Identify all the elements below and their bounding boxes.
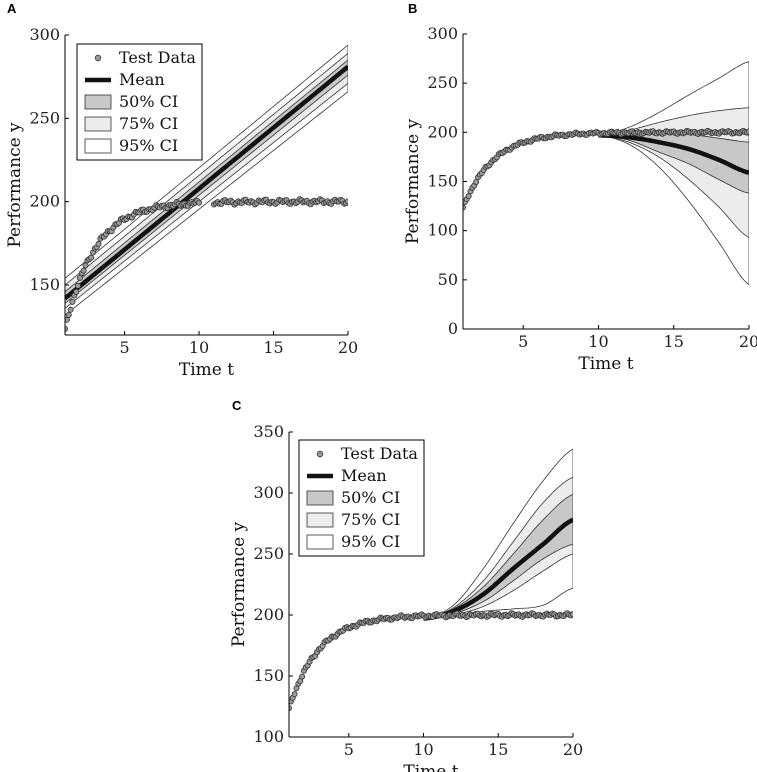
panel-letter: C bbox=[232, 398, 242, 413]
test-data-point bbox=[746, 128, 749, 135]
plot-area bbox=[289, 448, 573, 712]
y-tick-label: 100 bbox=[253, 727, 284, 746]
legend-ci50-swatch bbox=[306, 490, 334, 506]
y-tick-label: 0 bbox=[448, 319, 458, 338]
test-data-point bbox=[196, 199, 203, 206]
test-data-point bbox=[570, 611, 573, 618]
test-data-point bbox=[65, 311, 72, 318]
x-tick-label: 20 bbox=[563, 740, 583, 759]
legend-label: 50% CI bbox=[119, 92, 178, 111]
y-tick-label: 250 bbox=[253, 544, 284, 563]
mean-line bbox=[598, 133, 749, 175]
legend-label: Test Data bbox=[119, 48, 196, 67]
y-axis-label: Performance y bbox=[5, 122, 25, 248]
legend-label: Test Data bbox=[341, 444, 418, 463]
y-tick-label: 350 bbox=[253, 422, 284, 441]
y-tick-label: 150 bbox=[253, 666, 284, 685]
y-axis-label: Performance y bbox=[403, 118, 423, 244]
legend-ci75-swatch bbox=[84, 116, 112, 132]
x-axis-label: Time t bbox=[179, 360, 234, 380]
test-data-point bbox=[463, 204, 466, 211]
legend-label: 50% CI bbox=[341, 488, 400, 507]
legend-ci50-swatch bbox=[84, 94, 112, 110]
plot-area bbox=[463, 61, 749, 286]
test-data-series bbox=[65, 196, 348, 332]
x-tick-label: 5 bbox=[518, 332, 528, 351]
y-tick-label: 300 bbox=[29, 25, 60, 44]
y-tick-label: 250 bbox=[29, 108, 60, 127]
legend-label: 75% CI bbox=[119, 114, 178, 133]
band-75-ci bbox=[423, 476, 573, 620]
panel-letter: A bbox=[7, 1, 17, 16]
panel-letter: B bbox=[408, 1, 417, 16]
test-data-point bbox=[69, 298, 76, 305]
legend: Test Data Mean 50% CI 75% CI 95% CI bbox=[298, 439, 425, 557]
mean-line bbox=[65, 64, 348, 301]
test-data-series bbox=[463, 127, 749, 211]
legend-ci75-swatch bbox=[306, 512, 334, 528]
test-data-point bbox=[345, 198, 348, 205]
legend-label: 95% CI bbox=[341, 532, 400, 551]
x-tick-label: 15 bbox=[664, 332, 684, 351]
test-data-point bbox=[291, 691, 298, 698]
y-tick-label: 300 bbox=[427, 24, 458, 43]
test-data-point bbox=[289, 705, 292, 712]
test-data-point bbox=[67, 306, 74, 313]
y-tick-label: 100 bbox=[427, 221, 458, 240]
x-tick-label: 10 bbox=[413, 740, 433, 759]
plot-area bbox=[65, 44, 348, 332]
test-data-point bbox=[95, 241, 102, 248]
x-axis-label: Time t bbox=[578, 354, 633, 374]
x-tick-label: 5 bbox=[119, 338, 129, 357]
panel-c: 5 10 15 20 100 150 200 250 300 350 Time t Performan… bbox=[229, 398, 583, 772]
test-data-point bbox=[73, 288, 80, 295]
x-tick-label: 5 bbox=[344, 740, 354, 759]
y-tick-label: 300 bbox=[253, 483, 284, 502]
legend-label: 95% CI bbox=[119, 136, 178, 155]
x-tick-label: 20 bbox=[338, 338, 358, 357]
y-axis-label: Performance y bbox=[229, 521, 249, 647]
legend-label: 75% CI bbox=[341, 510, 400, 529]
test-data-series bbox=[289, 610, 573, 712]
legend-marker-icon bbox=[94, 54, 102, 62]
band-50-ci bbox=[423, 493, 573, 620]
x-tick-label: 20 bbox=[739, 332, 757, 351]
x-tick-label: 10 bbox=[588, 332, 608, 351]
panel-a: 5 10 15 20 150 200 250 300 Time t Performance y A T… bbox=[5, 1, 358, 380]
test-data-point bbox=[82, 262, 89, 269]
test-data-point bbox=[80, 267, 87, 274]
test-data-point bbox=[299, 673, 306, 680]
legend: Test Data Mean 50% CI 75% CI 95% CI bbox=[76, 43, 203, 161]
y-tick-label: 150 bbox=[29, 275, 60, 294]
legend-label: Mean bbox=[341, 466, 387, 485]
y-tick-label: 250 bbox=[427, 73, 458, 92]
legend-ci95-swatch bbox=[306, 534, 334, 550]
test-data-point bbox=[75, 282, 82, 289]
x-axis-label: Time t bbox=[403, 762, 458, 772]
y-tick-label: 50 bbox=[438, 270, 458, 289]
test-data-point bbox=[88, 254, 95, 261]
y-tick-label: 200 bbox=[427, 122, 458, 141]
x-tick-label: 10 bbox=[189, 338, 209, 357]
x-tick-label: 15 bbox=[488, 740, 508, 759]
legend-label: Mean bbox=[119, 70, 165, 89]
x-tick-label: 15 bbox=[263, 338, 283, 357]
y-tick-label: 200 bbox=[253, 605, 284, 624]
y-tick-label: 150 bbox=[427, 172, 458, 191]
y-tick-label: 200 bbox=[29, 192, 60, 211]
legend-ci95-swatch bbox=[84, 138, 112, 154]
legend-marker-icon bbox=[316, 450, 324, 458]
